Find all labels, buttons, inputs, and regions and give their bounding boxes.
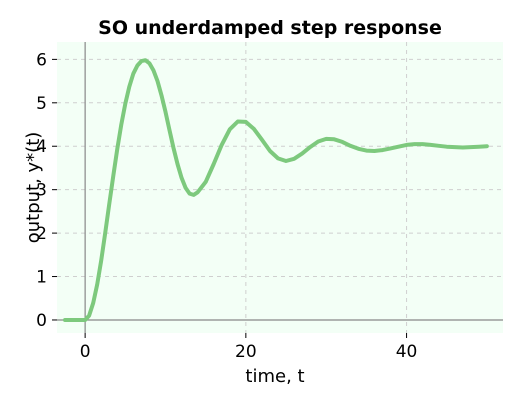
y-tick-label: 5: [36, 94, 47, 114]
chart-title: SO underdamped step response: [98, 17, 442, 39]
plot-area: [57, 42, 503, 333]
y-tick-label: 0: [36, 311, 47, 331]
axis-ticks: 0 1 2 3 4 5 6 0 20 40: [36, 50, 417, 362]
y-tick-label: 4: [36, 137, 47, 157]
x-tick-label: 0: [80, 342, 91, 362]
y-axis-label: output, y*(t): [23, 132, 44, 244]
y-tick-label: 2: [36, 224, 47, 244]
y-tick-label: 6: [36, 50, 47, 70]
response-series-line: [63, 58, 489, 322]
x-tick-label: 20: [235, 342, 257, 362]
y-tick-label: 1: [36, 268, 47, 288]
x-axis-label: time, t: [245, 366, 304, 387]
x-tick-label: 40: [396, 342, 418, 362]
y-tick-label: 3: [36, 181, 47, 201]
